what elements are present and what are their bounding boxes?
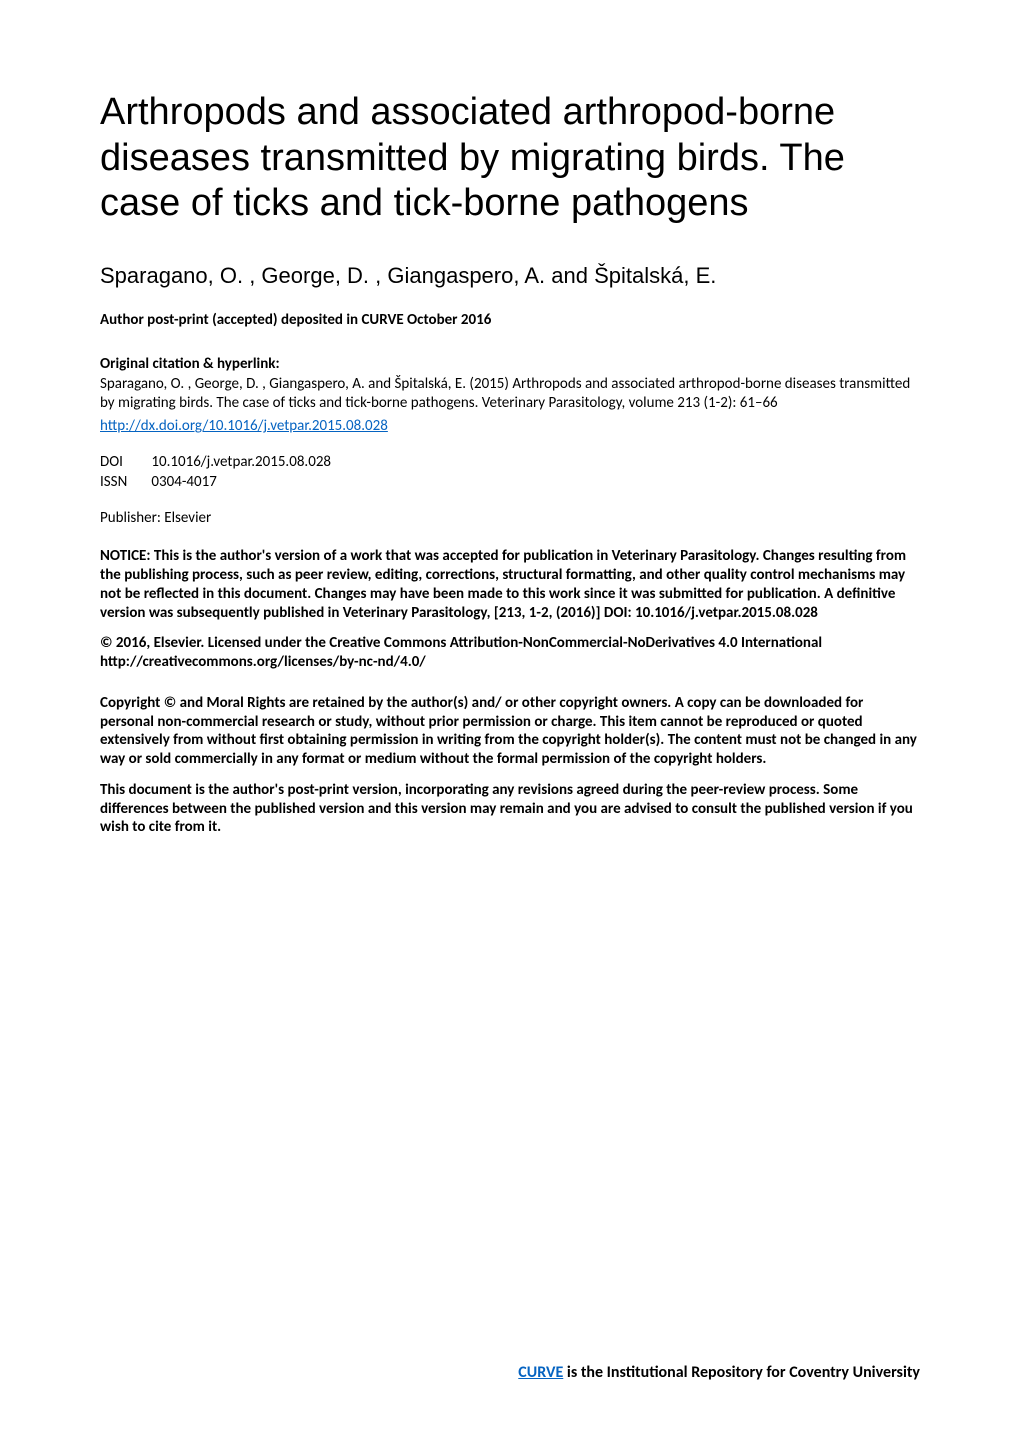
citation-text: Sparagano, O. , George, D. , Giangaspero… — [100, 375, 920, 413]
curve-link[interactable]: CURVE — [518, 1363, 563, 1382]
doi-label: DOI — [100, 452, 148, 472]
authors-line: Sparagano, O. , George, D. , Giangaspero… — [100, 263, 920, 289]
notice-block: NOTICE: This is the author's version of … — [100, 547, 920, 622]
footer-rest: is the Institutional Repository for Cove… — [563, 1363, 920, 1382]
publisher-value: Elsevier — [164, 509, 211, 527]
issn-value: 0304-4017 — [151, 473, 216, 491]
doi-row: DOI 10.1016/j.vetpar.2015.08.028 — [100, 452, 920, 472]
citation-link[interactable]: http://dx.doi.org/10.1016/j.vetpar.2015.… — [100, 417, 388, 435]
license-block: © 2016, Elsevier. Licensed under the Cre… — [100, 634, 920, 672]
doi-value: 10.1016/j.vetpar.2015.08.028 — [151, 453, 331, 471]
postprint-note: This document is the author's post-print… — [100, 781, 920, 837]
publisher-row: Publisher: Elsevier — [100, 509, 920, 528]
issn-row: ISSN 0304-4017 — [100, 472, 920, 492]
publisher-label: Publisher: — [100, 509, 161, 527]
copyright-block: Copyright © and Moral Rights are retaine… — [100, 694, 920, 769]
page: Arthropods and associated arthropod-born… — [0, 0, 1020, 1442]
deposit-line: Author post-print (accepted) deposited i… — [100, 311, 920, 329]
footer: CURVE is the Institutional Repository fo… — [518, 1363, 920, 1382]
citation-heading: Original citation & hyperlink: — [100, 355, 920, 373]
article-title: Arthropods and associated arthropod-born… — [100, 90, 920, 227]
issn-label: ISSN — [100, 472, 148, 492]
